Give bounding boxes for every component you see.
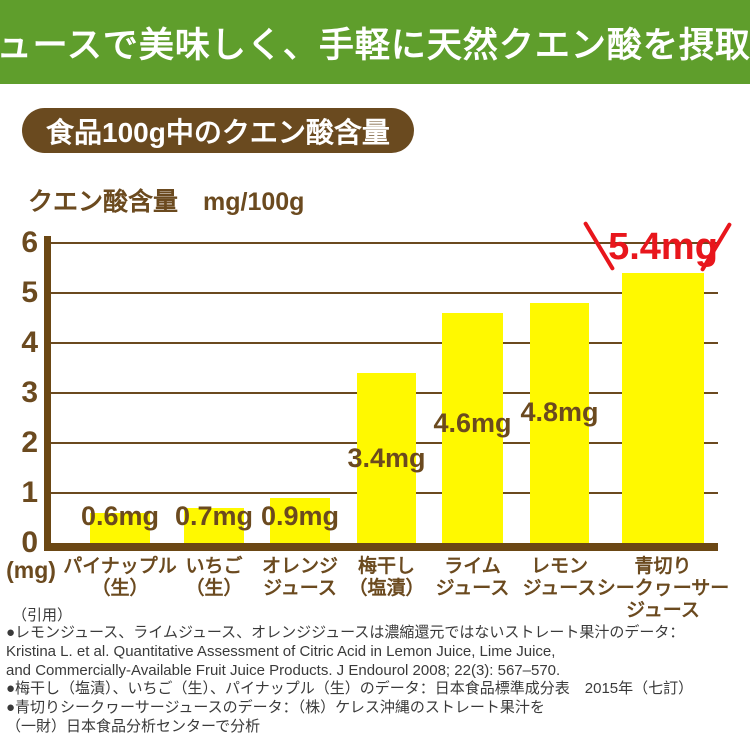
section-title-badge: 食品100g中のクエン酸含量 bbox=[22, 108, 414, 153]
y-tick-label: 2 bbox=[21, 426, 38, 459]
bar bbox=[442, 313, 503, 543]
category-label: いちご （生） bbox=[185, 556, 243, 599]
bar-value-label: 4.8mg bbox=[520, 397, 599, 427]
footer-citation-line: ●青切りシークヮーサージュースのデータ：（株）ケレス沖縄のストレート果汁を bbox=[6, 699, 545, 717]
section-title: 食品100g中のクエン酸含量 bbox=[46, 116, 390, 148]
footer-citation-line: ●梅干し（塩漬）、いちご（生）、パイナップル（生）のデータ：日本食品標準成分表 … bbox=[6, 680, 694, 698]
y-tick-label: 6 bbox=[21, 226, 38, 259]
grid-line bbox=[44, 342, 718, 344]
header-banner: ジュースで美味しく、手軽に天然クエン酸を摂取！ bbox=[0, 0, 750, 84]
grid-line bbox=[44, 492, 718, 494]
y-axis-unit-label: (mg) bbox=[6, 557, 56, 583]
category-label: ライム ジュース bbox=[435, 556, 510, 599]
y-tick-label: 0 bbox=[21, 526, 38, 559]
y-tick-label: 4 bbox=[21, 326, 38, 359]
footer-citation-line: Kristina L. et al. Quantitative Assessme… bbox=[6, 642, 556, 660]
bar bbox=[357, 373, 416, 543]
bar-value-label: 4.6mg bbox=[433, 408, 512, 438]
bar bbox=[90, 513, 150, 543]
bar-value-label: 3.4mg bbox=[347, 443, 426, 473]
category-label: オレンジ ジュース bbox=[261, 556, 338, 599]
bar-value-label: 0.6mg bbox=[80, 501, 160, 531]
banner-title: ジュースで美味しく、手軽に天然クエン酸を摂取！ bbox=[0, 25, 750, 65]
chart-unit-label: クエン酸含量 mg/100g bbox=[28, 188, 305, 216]
footer-citation-line: ●レモンジュース、ライムジュース、オレンジジュースは濃縮還元ではないストレート果… bbox=[6, 624, 685, 641]
category-label: レモン ジュース bbox=[522, 556, 597, 599]
bar-value-label-highlight: 5.4mg bbox=[608, 226, 718, 268]
bar-value-label: 0.7mg bbox=[174, 501, 254, 531]
y-tick-label: 3 bbox=[21, 376, 38, 409]
grid-line bbox=[44, 242, 718, 244]
x-axis-line bbox=[44, 543, 718, 551]
citation-heading: （引用） bbox=[12, 607, 73, 624]
grid-line bbox=[44, 442, 718, 444]
footer-citation-line: （一財）日本食品分析センターで分析 bbox=[6, 717, 261, 735]
bar bbox=[530, 303, 589, 543]
grid-line bbox=[44, 392, 718, 394]
citation-block: ●レモンジュース、ライムジュース、オレンジジュースは濃縮還元ではないストレート果… bbox=[6, 624, 746, 737]
bar-value-label: 0.9mg bbox=[260, 501, 340, 531]
bar bbox=[622, 273, 704, 543]
highlight-stroke-right bbox=[699, 221, 733, 273]
bar bbox=[184, 508, 244, 543]
category-label: パイナップル （生） bbox=[63, 556, 177, 599]
bar bbox=[270, 498, 330, 543]
y-tick-label: 5 bbox=[21, 276, 38, 309]
category-label: 梅干し （塩漬） bbox=[348, 556, 425, 599]
y-axis-line bbox=[44, 236, 51, 551]
category-label: 青切り シークヮーサー ジュース bbox=[596, 556, 730, 621]
y-tick-label: 1 bbox=[21, 476, 38, 509]
grid-line bbox=[44, 292, 718, 294]
footer-citation-line: and Commercially-Available Fruit Juice P… bbox=[6, 661, 561, 679]
highlight-stroke-left bbox=[582, 220, 616, 272]
